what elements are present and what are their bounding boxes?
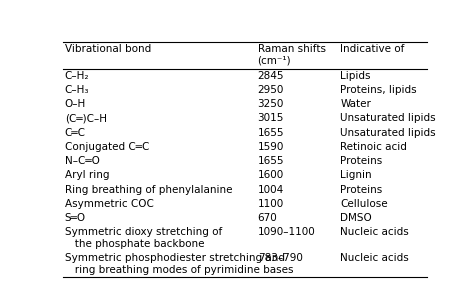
Text: Proteins: Proteins (340, 185, 383, 195)
Text: Lignin: Lignin (340, 170, 372, 180)
Text: Nucleic acids: Nucleic acids (340, 227, 409, 237)
Text: 1004: 1004 (258, 185, 284, 195)
Text: Raman shifts
(cm⁻¹): Raman shifts (cm⁻¹) (258, 44, 326, 66)
Text: 1090–1100: 1090–1100 (258, 227, 315, 237)
Text: 1655: 1655 (258, 156, 284, 166)
Text: Retinoic acid: Retinoic acid (340, 142, 407, 152)
Text: Cellulose: Cellulose (340, 199, 388, 209)
Text: Unsaturated lipids: Unsaturated lipids (340, 113, 436, 123)
Text: 3250: 3250 (258, 99, 284, 109)
Text: O–H: O–H (65, 99, 86, 109)
Text: 1100: 1100 (258, 199, 284, 209)
Text: Symmetric dioxy stretching of
   the phosphate backbone: Symmetric dioxy stretching of the phosph… (65, 227, 222, 249)
Text: C–H₃: C–H₃ (65, 85, 89, 95)
Text: 1600: 1600 (258, 170, 284, 180)
Text: Aryl ring: Aryl ring (65, 170, 109, 180)
Text: 1590: 1590 (258, 142, 284, 152)
Text: Lipids: Lipids (340, 71, 371, 81)
Text: 670: 670 (258, 213, 277, 223)
Text: Indicative of: Indicative of (340, 44, 405, 54)
Text: Water: Water (340, 99, 371, 109)
Text: N–C═O: N–C═O (65, 156, 100, 166)
Text: Symmetric phosphodiester stretching and
   ring breathing modes of pyrimidine ba: Symmetric phosphodiester stretching and … (65, 253, 293, 275)
Text: C═C: C═C (65, 128, 86, 138)
Text: 2950: 2950 (258, 85, 284, 95)
Text: Vibrational bond: Vibrational bond (65, 44, 151, 54)
Text: Asymmetric COC: Asymmetric COC (65, 199, 154, 209)
Text: C–H₂: C–H₂ (65, 71, 89, 81)
Text: 1655: 1655 (258, 128, 284, 138)
Text: Proteins, lipids: Proteins, lipids (340, 85, 417, 95)
Text: Conjugated C═C: Conjugated C═C (65, 142, 149, 152)
Text: Ring breathing of phenylalanine: Ring breathing of phenylalanine (65, 185, 232, 195)
Text: 783–790: 783–790 (258, 253, 302, 263)
Text: (C═)C–H: (C═)C–H (65, 113, 107, 123)
Text: 3015: 3015 (258, 113, 284, 123)
Text: Proteins: Proteins (340, 156, 383, 166)
Text: Nucleic acids: Nucleic acids (340, 253, 409, 263)
Text: DMSO: DMSO (340, 213, 372, 223)
Text: Unsaturated lipids: Unsaturated lipids (340, 128, 436, 138)
Text: S═O: S═O (65, 213, 86, 223)
Text: 2845: 2845 (258, 71, 284, 81)
